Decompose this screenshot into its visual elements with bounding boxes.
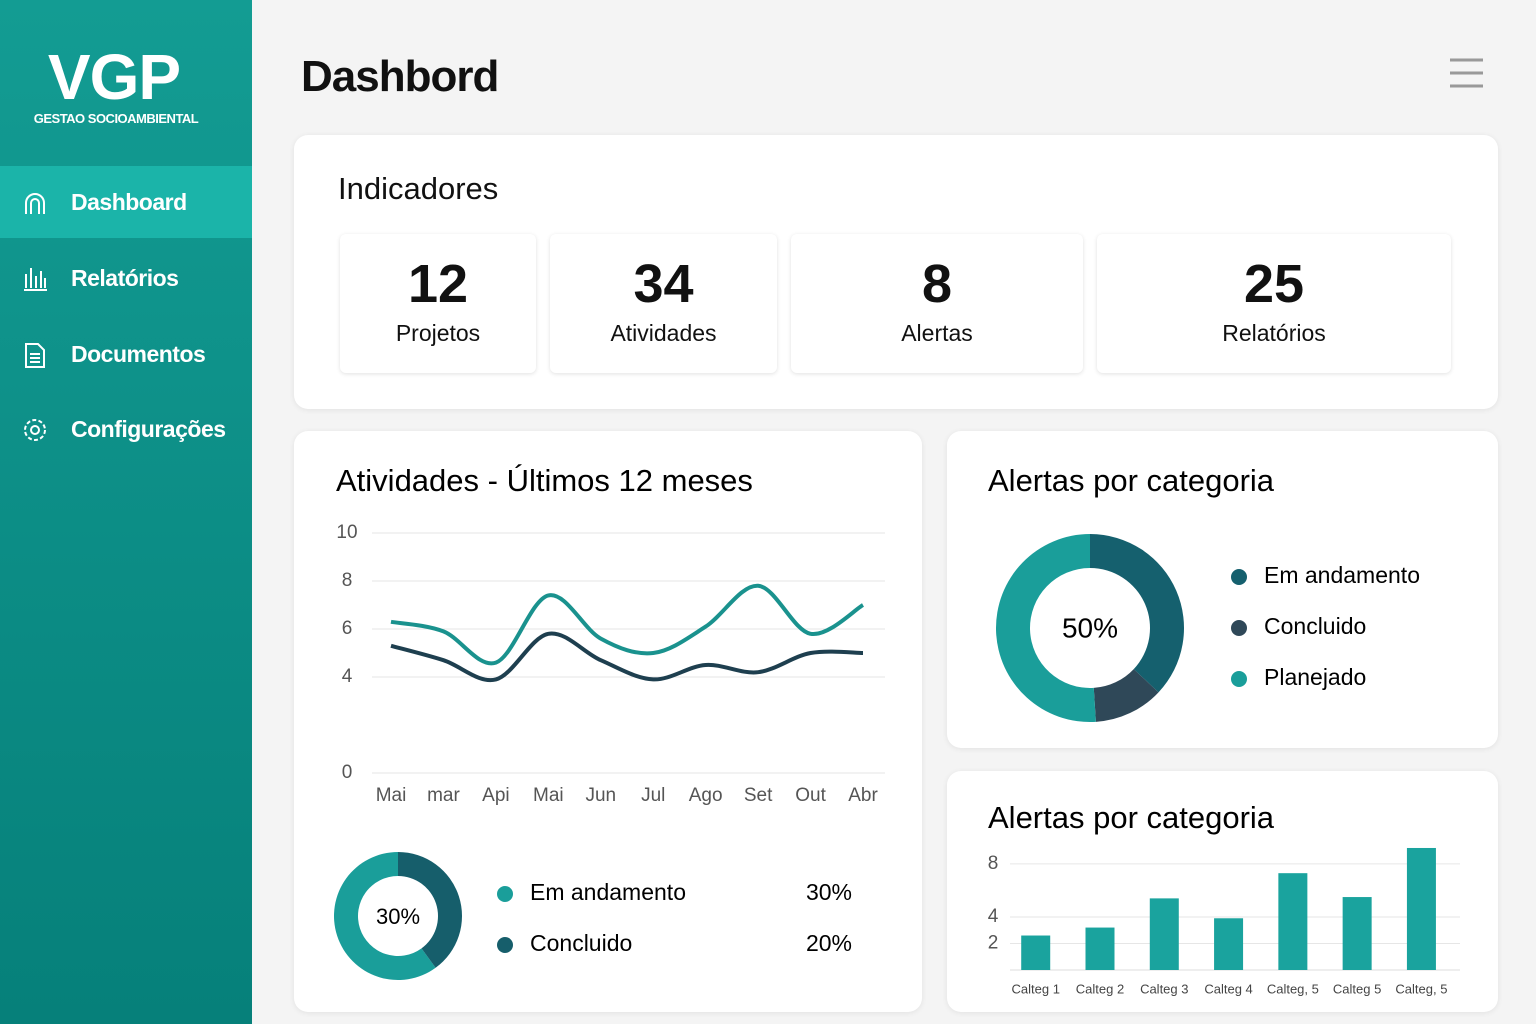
y-tick-label: 4	[988, 906, 999, 927]
x-tick-label: Calteg 4	[1204, 981, 1252, 996]
nav-label: Configurações	[71, 415, 226, 442]
tagline: GESTAO SOCIOAMBIENTAL	[33, 111, 199, 126]
legend-value: 30%	[806, 879, 852, 905]
x-tick-label: Mai	[533, 785, 564, 806]
x-tick-label: Set	[744, 785, 773, 806]
y-tick-label: 6	[342, 618, 353, 639]
nav-label: Documentos	[71, 340, 206, 367]
x-tick-label: Calteg 2	[1076, 981, 1124, 996]
legend-label: Em andamento	[530, 879, 686, 905]
nav-label: Relatórios	[71, 264, 179, 291]
legend-label: Concluido	[530, 930, 632, 956]
bar	[1085, 927, 1115, 970]
bar	[1278, 873, 1308, 970]
chart-title: Alertas por categoria	[988, 463, 1275, 498]
bar	[1406, 847, 1436, 970]
y-tick-label: 4	[342, 666, 353, 687]
donut-segment	[995, 534, 1096, 723]
legend-label: Planejado	[1264, 664, 1366, 690]
x-tick-label: Calteg 3	[1140, 981, 1188, 996]
line-series	[390, 631, 864, 683]
line-card	[294, 431, 922, 1012]
bar	[1214, 918, 1244, 970]
bar-card	[947, 771, 1498, 1012]
donut-segment	[1090, 534, 1184, 693]
indicator: 25 Relatórios	[1097, 234, 1451, 373]
x-tick-label: Out	[795, 785, 826, 806]
nav-item[interactable]: Relatórios	[0, 242, 252, 314]
indicator-label: Projetos	[395, 320, 481, 346]
bar	[1342, 897, 1372, 970]
legend-dot	[1231, 671, 1247, 687]
donut-segment	[398, 852, 462, 968]
indicator-label: Atividades	[610, 320, 717, 346]
y-tick-label: 10	[336, 522, 357, 543]
indicator-label: Relatórios	[1222, 320, 1326, 346]
legend-dot	[497, 937, 513, 953]
x-tick-label: mar	[427, 785, 460, 806]
bar	[1021, 935, 1051, 970]
x-tick-label: Ago	[689, 785, 723, 806]
chart-title: Atividades - Últimos 12 meses	[336, 463, 753, 498]
nav-item[interactable]: Configurações	[0, 393, 252, 465]
x-tick-label: Calteg 5	[1333, 981, 1381, 996]
x-tick-label: Api	[482, 785, 509, 806]
y-tick-label: 8	[988, 853, 999, 874]
nav-label: Dashboard	[71, 188, 187, 215]
x-tick-label: Mai	[376, 785, 407, 806]
y-tick-label: 0	[342, 762, 353, 783]
y-tick-label: 8	[342, 570, 353, 591]
x-tick-label: Jul	[641, 785, 665, 806]
nav-item[interactable]: Dashboard	[0, 166, 252, 238]
legend-dot	[1231, 569, 1247, 585]
legend-label: Concluido	[1264, 613, 1366, 639]
donut-segment	[1093, 669, 1159, 722]
x-tick-label: Jun	[585, 785, 616, 806]
donut-center-label: 30%	[376, 904, 420, 929]
indicator: 8 Alertas	[791, 234, 1083, 373]
indicator-value: 25	[1243, 254, 1305, 314]
line-series	[390, 583, 865, 666]
legend-dot	[497, 886, 513, 902]
sidebar: VGP GESTAO SOCIOAMBIENTAL Dashboard Rela…	[0, 0, 252, 1024]
legend-label: Em andamento	[1264, 562, 1420, 588]
x-tick-label: Calteg, 5	[1395, 981, 1447, 996]
x-tick-label: Abr	[848, 785, 878, 806]
bar	[1149, 898, 1179, 970]
indicator: 12 Projetos	[340, 234, 536, 373]
indicator-label: Alertas	[901, 320, 973, 346]
nav-item[interactable]: Documentos	[0, 318, 252, 390]
chart-title: Alertas por categoria	[988, 800, 1275, 835]
donut-center-label: 50%	[1062, 612, 1118, 643]
x-tick-label: Calteg, 5	[1267, 981, 1319, 996]
card-title: Indicadores	[338, 171, 499, 206]
indicator-value: 12	[407, 254, 469, 314]
logo: VGP	[47, 41, 181, 113]
legend-value: 20%	[806, 930, 852, 956]
page-title: Dashbord	[301, 52, 499, 101]
donut-segment	[334, 852, 436, 980]
legend-dot	[1231, 620, 1247, 636]
indicator-value: 34	[633, 254, 694, 314]
x-tick-label: Calteg 1	[1012, 981, 1060, 996]
indicator: 34 Atividades	[550, 234, 777, 373]
y-tick-label: 2	[988, 932, 999, 953]
indicator-value: 8	[921, 254, 953, 314]
menu-button[interactable]	[1449, 58, 1485, 88]
